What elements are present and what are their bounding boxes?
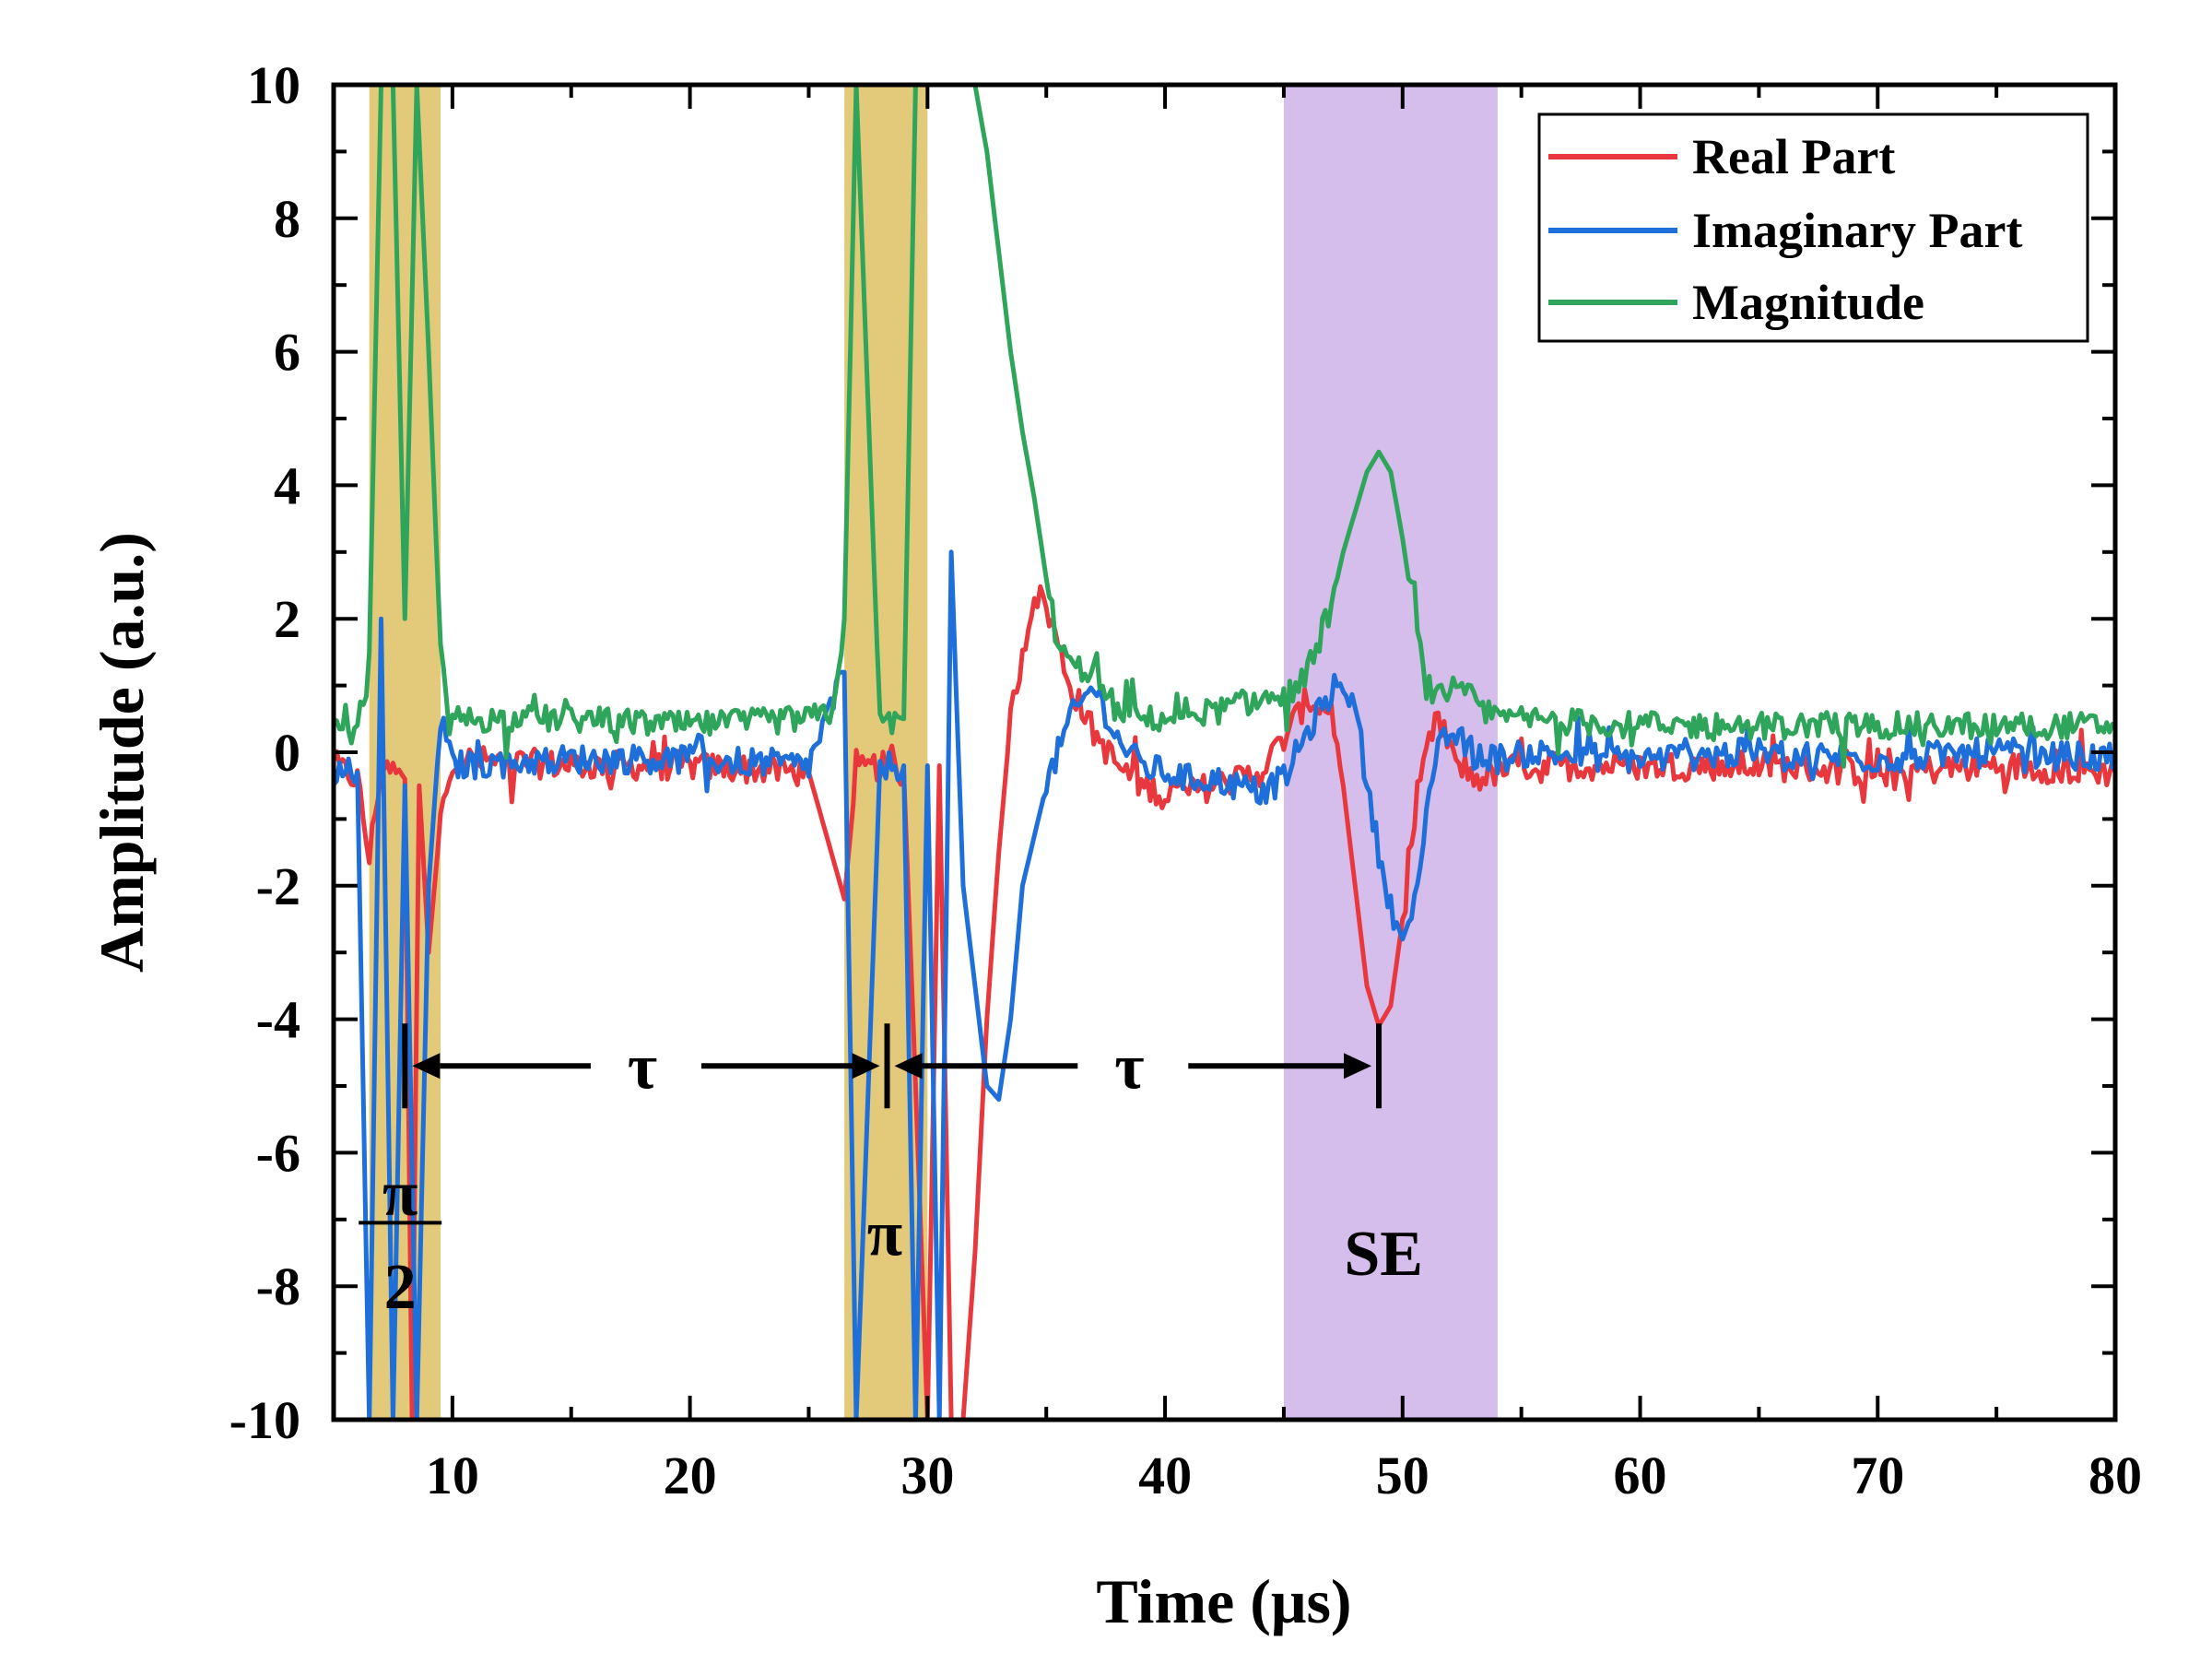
x-tick-label: 10 xyxy=(426,1446,479,1505)
tau-arrow-head-left xyxy=(894,1053,923,1080)
y-tick-label: -2 xyxy=(256,856,300,916)
annotation-label: SE xyxy=(1344,1219,1423,1290)
legend-label-imag: Imaginary Part xyxy=(1692,203,2022,258)
x-tick-label: 40 xyxy=(1138,1446,1192,1505)
x-tick-label: 60 xyxy=(1614,1446,1667,1505)
y-tick-label: 6 xyxy=(274,323,300,383)
y-tick-label: 8 xyxy=(274,189,300,249)
series-line-imaginary-part xyxy=(334,549,2115,1420)
tau-arrow-head-left xyxy=(412,1053,441,1080)
x-tick-label: 30 xyxy=(900,1446,954,1505)
annotation-label: π xyxy=(867,1198,902,1269)
y-tick-label: 4 xyxy=(274,455,300,515)
series-lines xyxy=(334,85,2115,1420)
tau-arrow-head-right xyxy=(852,1053,880,1080)
annotation-label: π xyxy=(382,1159,418,1230)
y-axis: -10 -8 -6 -4 -2 0 2 4 6 8 10 xyxy=(229,55,2115,1450)
x-tick-label: 70 xyxy=(1851,1446,1904,1505)
x-tick-label: 20 xyxy=(664,1446,717,1505)
y-tick-label: -4 xyxy=(256,990,300,1050)
y-tick-label: -6 xyxy=(256,1123,300,1183)
annotations: τ τ π SE π 2 xyxy=(359,1023,1423,1323)
annotation-label: τ xyxy=(1114,1032,1144,1103)
x-tick-label: 80 xyxy=(2088,1446,2142,1505)
x-axis-title: Time (μs) xyxy=(1096,1566,1351,1636)
y-axis-title: Amplitude (a.u.) xyxy=(87,532,157,973)
legend-label-real: Real Part xyxy=(1692,129,1895,184)
y-tick-label: 10 xyxy=(247,55,300,115)
y-tick-label: -8 xyxy=(256,1257,300,1316)
x-axis: 10 20 30 40 50 60 70 80 xyxy=(332,85,2142,1505)
x-tick-label: 50 xyxy=(1376,1446,1430,1505)
series-line-magnitude xyxy=(334,85,2115,769)
legend: Real Part Imaginary Part Magnitude xyxy=(1537,112,2089,343)
y-tick-label: 0 xyxy=(274,723,300,783)
tau-arrow-head-right xyxy=(1344,1053,1372,1080)
annotation-label: τ xyxy=(628,1032,657,1103)
y-tick-label: -10 xyxy=(229,1390,300,1450)
shaded-region-3 xyxy=(1283,85,1498,1420)
legend-label-mag: Magnitude xyxy=(1692,275,1924,330)
annotation-label: 2 xyxy=(384,1252,417,1323)
y-tick-label: 2 xyxy=(274,589,300,649)
